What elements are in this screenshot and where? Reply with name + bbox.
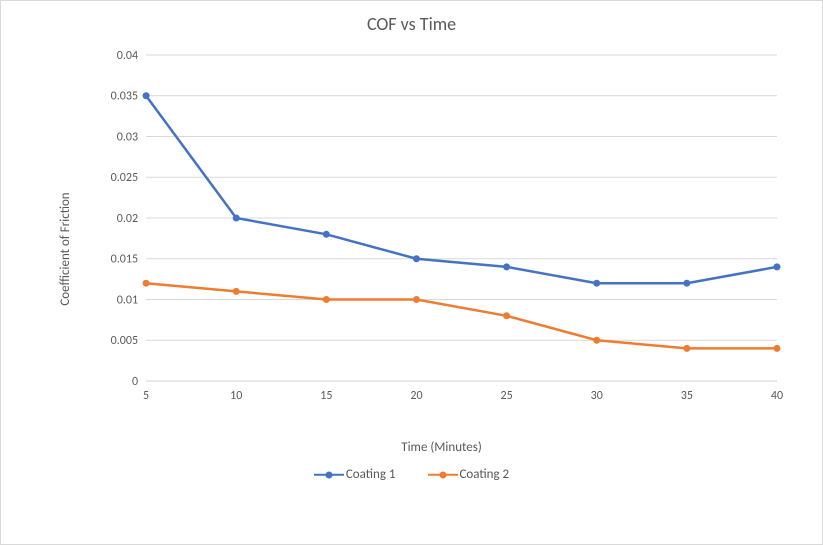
series-marker-2 xyxy=(503,312,510,319)
chart-container: COF vs Time Coefficient of Friction 0 0.0… xyxy=(0,0,823,545)
series-marker-1 xyxy=(593,280,600,287)
series-marker-2 xyxy=(773,345,780,352)
legend-swatch-coating-2 xyxy=(428,470,458,480)
legend: Coating 1 Coating 2 xyxy=(1,459,822,482)
series-marker-2 xyxy=(593,337,600,344)
legend-item-coating-1: Coating 1 xyxy=(314,467,396,482)
y-tick-label: 0.035 xyxy=(111,90,138,104)
x-tick-label: 40 xyxy=(771,389,783,403)
series-marker-2 xyxy=(233,288,240,295)
x-axis-title: Time (Minutes) xyxy=(91,440,792,455)
x-tick-label: 25 xyxy=(501,389,513,403)
y-axis-title: Coefficient of Friction xyxy=(58,192,73,305)
series-marker-2 xyxy=(683,345,690,352)
series-marker-2 xyxy=(413,296,420,303)
y-tick-label: 0.015 xyxy=(111,253,138,267)
y-tick-label: 0.005 xyxy=(111,334,138,348)
series-marker-1 xyxy=(773,263,780,270)
legend-swatch-coating-1 xyxy=(314,470,344,480)
y-tick-label: 0.02 xyxy=(117,212,138,226)
plot-wrap: Coefficient of Friction 00.0050.010.0150… xyxy=(1,39,822,459)
series-marker-1 xyxy=(413,255,420,262)
series-line-1 xyxy=(146,96,777,283)
y-tick-label: 0 xyxy=(132,375,138,389)
legend-label: Coating 1 xyxy=(346,467,396,482)
series-marker-1 xyxy=(143,92,150,99)
plot-svg: 0 0.005 0.01 0.015 0.02 0.025 0.03 0.035 0.04 5 10… xyxy=(91,49,792,409)
chart-title: COF vs Time xyxy=(1,1,822,39)
legend-item-coating-2: Coating 2 xyxy=(428,467,510,482)
x-tick-label: 20 xyxy=(410,389,422,403)
y-tick-label: 0.03 xyxy=(117,131,138,145)
x-tick-label: 15 xyxy=(320,389,332,403)
x-tick-label: 10 xyxy=(230,389,242,403)
series-marker-2 xyxy=(143,280,150,287)
series-marker-2 xyxy=(323,296,330,303)
series-marker-1 xyxy=(233,215,240,222)
y-tick-label: 0.01 xyxy=(117,294,138,308)
x-tick-label: 35 xyxy=(681,389,693,403)
x-tick-label: 30 xyxy=(591,389,603,403)
legend-label: Coating 2 xyxy=(460,467,510,482)
series-marker-1 xyxy=(683,280,690,287)
plot-area: 0 0.005 0.01 0.015 0.02 0.025 0.03 0.035 0.04 5 10… xyxy=(91,49,792,409)
series-marker-1 xyxy=(503,263,510,270)
y-tick-label: 0.025 xyxy=(111,171,138,185)
series-line-2 xyxy=(146,283,777,348)
series-marker-1 xyxy=(323,231,330,238)
y-tick-label: 0.04 xyxy=(117,49,138,63)
x-tick-label: 5 xyxy=(143,389,149,403)
